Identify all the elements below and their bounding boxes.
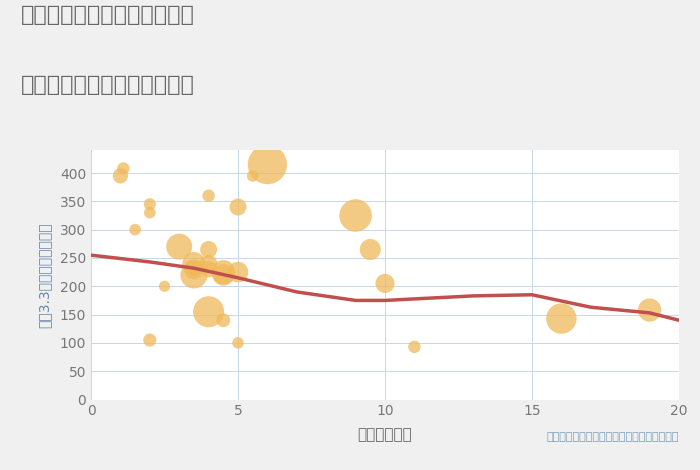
- Point: [188, 266, 199, 273]
- Y-axis label: 坪（3.3㎡）単価（万円）: 坪（3.3㎡）単価（万円）: [37, 222, 51, 328]
- Point: [644, 306, 655, 314]
- Point: [203, 246, 214, 253]
- Text: 円の大きさは、取引のあった物件面積を示す: 円の大きさは、取引のあった物件面積を示す: [547, 432, 679, 442]
- Text: 駅距離別中古マンション価格: 駅距離別中古マンション価格: [21, 75, 195, 95]
- Point: [350, 212, 361, 219]
- Point: [203, 308, 214, 315]
- Point: [203, 192, 214, 199]
- Point: [218, 316, 229, 324]
- Point: [556, 315, 567, 322]
- Point: [144, 200, 155, 208]
- Point: [159, 282, 170, 290]
- Point: [118, 165, 129, 172]
- Text: 神奈川県横浜市中区大芝台の: 神奈川県横浜市中区大芝台の: [21, 5, 195, 25]
- Point: [144, 337, 155, 344]
- Point: [130, 226, 141, 234]
- Point: [203, 260, 214, 267]
- Point: [218, 271, 229, 279]
- Point: [409, 343, 420, 351]
- Point: [232, 268, 244, 276]
- Point: [188, 271, 199, 279]
- Point: [115, 172, 126, 180]
- Point: [379, 280, 391, 287]
- Point: [203, 266, 214, 273]
- Point: [218, 268, 229, 276]
- Point: [262, 161, 273, 168]
- Point: [188, 260, 199, 267]
- Point: [232, 203, 244, 211]
- Point: [144, 209, 155, 216]
- X-axis label: 駅距離（分）: 駅距離（分）: [358, 427, 412, 442]
- Point: [247, 172, 258, 180]
- Point: [174, 243, 185, 251]
- Point: [232, 339, 244, 347]
- Point: [365, 246, 376, 253]
